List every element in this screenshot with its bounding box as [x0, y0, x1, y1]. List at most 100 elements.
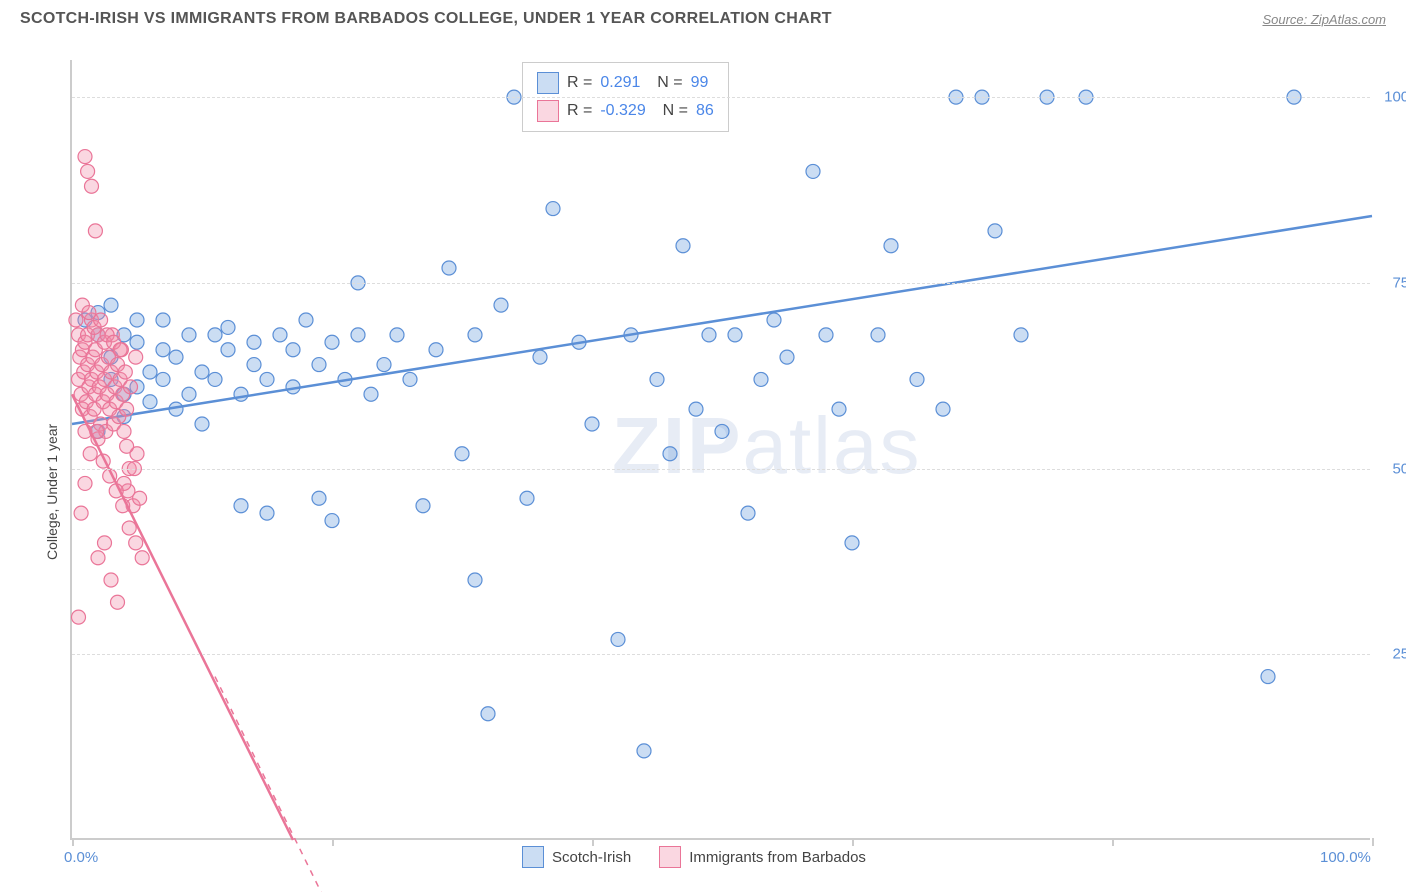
scatter-point-1 — [83, 447, 97, 461]
scatter-point-0 — [611, 632, 625, 646]
scatter-point-0 — [169, 350, 183, 364]
swatch-series-1-bottom — [522, 846, 544, 868]
scatter-point-0 — [156, 313, 170, 327]
scatter-point-0 — [286, 343, 300, 357]
scatter-point-1 — [118, 365, 132, 379]
scatter-point-1 — [98, 536, 112, 550]
scatter-point-0 — [481, 707, 495, 721]
y-tick-label: 100.0% — [1384, 89, 1406, 106]
plot-area: ZIPatlas R = 0.291 N = 99 R = -0.329 N =… — [70, 60, 1370, 840]
scatter-point-0 — [585, 417, 599, 431]
regression-line-0 — [72, 216, 1372, 424]
scatter-point-0 — [312, 358, 326, 372]
scatter-point-1 — [111, 595, 125, 609]
scatter-point-1 — [81, 164, 95, 178]
scatter-svg — [72, 60, 1370, 838]
scatter-point-0 — [182, 328, 196, 342]
scatter-point-0 — [247, 335, 261, 349]
scatter-point-0 — [884, 239, 898, 253]
swatch-series-1 — [537, 72, 559, 94]
scatter-point-0 — [663, 447, 677, 461]
scatter-point-0 — [273, 328, 287, 342]
bottom-legend: Scotch-Irish Immigrants from Barbados — [522, 846, 866, 868]
scatter-point-0 — [728, 328, 742, 342]
scatter-point-0 — [364, 387, 378, 401]
scatter-point-0 — [312, 491, 326, 505]
scatter-point-1 — [129, 350, 143, 364]
scatter-point-0 — [130, 313, 144, 327]
scatter-point-1 — [88, 224, 102, 238]
scatter-point-0 — [689, 402, 703, 416]
scatter-point-0 — [390, 328, 404, 342]
scatter-point-0 — [494, 298, 508, 312]
scatter-point-0 — [351, 328, 365, 342]
x-tick — [1112, 838, 1114, 846]
source-link[interactable]: Source: ZipAtlas.com — [1262, 12, 1386, 27]
scatter-point-0 — [143, 365, 157, 379]
x-tick — [592, 838, 594, 846]
legend-item-1: Scotch-Irish — [522, 846, 631, 868]
scatter-point-0 — [156, 343, 170, 357]
scatter-point-0 — [429, 343, 443, 357]
grid-line — [72, 283, 1370, 284]
scatter-point-0 — [533, 350, 547, 364]
scatter-point-0 — [741, 506, 755, 520]
scatter-point-0 — [234, 499, 248, 513]
scatter-point-0 — [767, 313, 781, 327]
scatter-point-0 — [702, 328, 716, 342]
x-tick — [1372, 838, 1374, 846]
scatter-point-0 — [845, 536, 859, 550]
scatter-point-0 — [182, 387, 196, 401]
scatter-point-0 — [416, 499, 430, 513]
scatter-point-0 — [143, 395, 157, 409]
regression-dash-1 — [215, 677, 332, 892]
scatter-point-0 — [468, 573, 482, 587]
scatter-point-0 — [1261, 670, 1275, 684]
scatter-point-0 — [676, 239, 690, 253]
y-tick-label: 75.0% — [1392, 274, 1406, 291]
scatter-point-1 — [74, 506, 88, 520]
scatter-point-1 — [85, 179, 99, 193]
scatter-point-0 — [871, 328, 885, 342]
scatter-point-1 — [94, 313, 108, 327]
scatter-point-1 — [72, 610, 86, 624]
chart-header: SCOTCH-IRISH VS IMMIGRANTS FROM BARBADOS… — [0, 0, 1406, 38]
legend-item-2: Immigrants from Barbados — [659, 846, 866, 868]
scatter-point-0 — [221, 343, 235, 357]
scatter-point-0 — [299, 313, 313, 327]
stats-row-1: R = 0.291 N = 99 — [537, 69, 714, 97]
scatter-point-0 — [208, 372, 222, 386]
scatter-point-1 — [117, 424, 131, 438]
legend-label-1: Scotch-Irish — [552, 849, 631, 866]
scatter-point-0 — [247, 358, 261, 372]
scatter-point-0 — [637, 744, 651, 758]
scatter-point-0 — [442, 261, 456, 275]
scatter-point-0 — [260, 506, 274, 520]
x-tick-label: 0.0% — [64, 849, 98, 866]
stats-row-2: R = -0.329 N = 86 — [537, 97, 714, 125]
regression-line-1 — [72, 394, 293, 840]
y-tick-label: 25.0% — [1392, 646, 1406, 663]
scatter-point-0 — [325, 514, 339, 528]
x-tick — [852, 838, 854, 846]
scatter-point-0 — [988, 224, 1002, 238]
chart-title: SCOTCH-IRISH VS IMMIGRANTS FROM BARBADOS… — [20, 10, 832, 28]
scatter-point-1 — [78, 150, 92, 164]
grid-line — [72, 97, 1370, 98]
scatter-point-1 — [91, 551, 105, 565]
scatter-point-0 — [806, 164, 820, 178]
scatter-point-1 — [120, 439, 134, 453]
scatter-point-1 — [129, 536, 143, 550]
n-value-2: 86 — [696, 102, 714, 120]
scatter-point-0 — [910, 372, 924, 386]
scatter-point-0 — [195, 417, 209, 431]
swatch-series-2-bottom — [659, 846, 681, 868]
chart-container: College, Under 1 year ZIPatlas R = 0.291… — [50, 60, 1390, 860]
scatter-point-0 — [455, 447, 469, 461]
scatter-point-0 — [819, 328, 833, 342]
scatter-point-0 — [208, 328, 222, 342]
scatter-point-1 — [124, 380, 138, 394]
scatter-point-0 — [650, 372, 664, 386]
scatter-point-0 — [130, 335, 144, 349]
scatter-point-1 — [69, 313, 83, 327]
